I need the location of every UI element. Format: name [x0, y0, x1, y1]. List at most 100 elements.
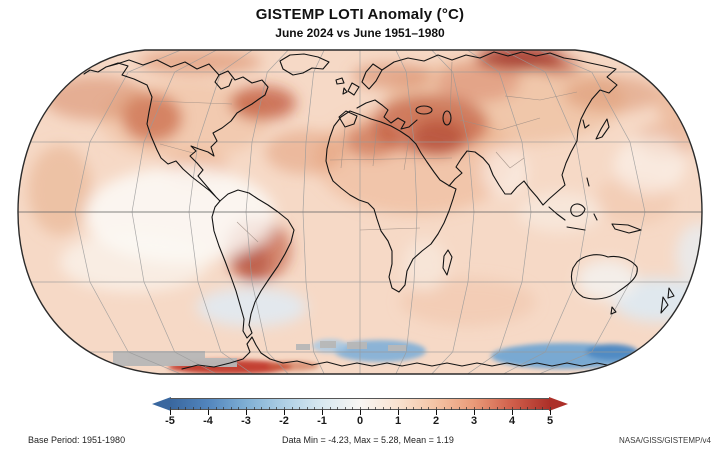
- colorbar-minor-tick: [329, 407, 331, 410]
- greenland-coast: [279, 53, 330, 76]
- java: [566, 226, 586, 231]
- colorbar-minor-tick: [246, 407, 247, 410]
- colorbar-major-tick: [398, 410, 399, 415]
- colorbar-minor-tick: [367, 407, 369, 410]
- colorbar-major-tick: [474, 410, 475, 415]
- colorbar-minor-tick: [382, 407, 384, 410]
- tasmania: [610, 306, 617, 315]
- country-borders: [151, 61, 578, 243]
- colorbar-minor-tick: [299, 407, 301, 410]
- black-sea: [415, 105, 433, 115]
- colorbar-minor-tick: [527, 407, 529, 410]
- colorbar-major-tick: [550, 410, 551, 415]
- alaska-tail: [83, 66, 107, 75]
- colorbar-major-tick: [322, 410, 323, 415]
- colorbar-minor-tick: [436, 407, 437, 410]
- colorbar-tick-label: -3: [241, 415, 251, 427]
- colorbar-minor-tick: [550, 407, 551, 410]
- colorbar-minor-tick: [261, 407, 263, 410]
- colorbar-minor-tick: [238, 407, 240, 410]
- colorbar-minor-tick: [534, 407, 536, 410]
- colorbar-minor-tick: [428, 407, 430, 410]
- colorbar-minor-tick: [352, 407, 354, 410]
- colorbar-tick-label: 0: [356, 415, 364, 427]
- colorbar-minor-tick: [185, 407, 187, 410]
- colorbar-minor-tick: [466, 407, 468, 410]
- colorbar-minor-tick: [284, 407, 285, 410]
- coastlines: [83, 51, 675, 370]
- hudson-bay: [214, 74, 233, 90]
- colorbar-tick-label: -1: [317, 415, 327, 427]
- colorbar-tick-label: 5: [546, 415, 554, 427]
- colorbar-minor-tick: [375, 407, 377, 410]
- chart-subtitle: June 2024 vs June 1951–1980: [275, 26, 445, 40]
- borneo: [570, 203, 586, 217]
- colorbar-minor-tick: [458, 407, 460, 410]
- colorbar-major-tick: [208, 410, 209, 415]
- colorbar-right-arrow-icon: [549, 397, 568, 411]
- colorbar-minor-tick: [398, 407, 399, 410]
- africa-coast: [325, 110, 457, 293]
- colorbar-left-arrow-icon: [152, 397, 171, 411]
- colorbar-minor-tick: [360, 407, 361, 410]
- colorbar-minor-tick: [481, 407, 483, 410]
- iceland: [335, 77, 345, 85]
- philippines: [586, 177, 590, 187]
- colorbar-minor-tick: [405, 407, 407, 410]
- japan: [595, 118, 610, 140]
- colorbar-minor-tick: [413, 407, 415, 410]
- colorbar-minor-tick: [504, 407, 506, 410]
- korea: [582, 119, 590, 129]
- sumatra: [548, 206, 566, 221]
- colorbar-minor-tick: [322, 407, 323, 410]
- colorbar-tick-label: -5: [165, 415, 175, 427]
- colorbar-minor-tick: [451, 407, 453, 410]
- colorbar-major-tick: [284, 410, 285, 415]
- colorbar-minor-tick: [542, 407, 544, 410]
- colorbar-minor-tick: [208, 407, 209, 410]
- mediterranean-coast: [356, 99, 418, 130]
- colorbar-minor-tick: [268, 407, 270, 410]
- no-data-patches: [113, 341, 406, 367]
- colorbar-tick-label: -2: [279, 415, 289, 427]
- antarctica-coast: [181, 336, 661, 370]
- colorbar-tick-label: 1: [394, 415, 402, 427]
- british-isles: [342, 82, 360, 96]
- colorbar-minor-tick: [306, 407, 308, 410]
- map-outline: [17, 49, 703, 375]
- colorbar-minor-tick: [177, 407, 179, 410]
- colorbar-tick-label: -4: [203, 415, 213, 427]
- caspian-sea: [442, 110, 452, 126]
- colorbar-minor-tick: [200, 407, 202, 410]
- colorbar-major-tick: [170, 410, 171, 415]
- south-america-coast: [211, 189, 295, 339]
- colorbar-minor-tick: [291, 407, 293, 410]
- colorbar-minor-tick: [512, 407, 513, 410]
- colorbar-tick-label: 2: [432, 415, 440, 427]
- sulawesi: [593, 213, 598, 221]
- colorbar: -5 -4 -3 -2 -1 0 1 2 3 4 5: [152, 397, 568, 432]
- new-guinea: [611, 223, 642, 234]
- scandinavia: [361, 63, 383, 90]
- data-stats-label: Data Min = -4.23, Max = 5.28, Mean = 1.1…: [282, 435, 454, 445]
- colorbar-minor-tick: [489, 407, 491, 410]
- colorbar-minor-tick: [253, 407, 255, 410]
- iberia: [338, 110, 358, 128]
- colorbar-major-tick: [436, 410, 437, 415]
- colorbar-minor-tick: [314, 407, 316, 410]
- colorbar-minor-tick: [170, 407, 171, 410]
- colorbar-minor-tick: [519, 407, 521, 410]
- colorbar-tick-label: 4: [508, 415, 516, 427]
- colorbar-major-tick: [512, 410, 513, 415]
- colorbar-minor-tick: [443, 407, 445, 410]
- colorbar-minor-tick: [276, 407, 278, 410]
- chart-title: GISTEMP LOTI Anomaly (°C): [255, 6, 465, 23]
- graticule-grid: [18, 50, 702, 374]
- north-america-coast: [105, 59, 269, 202]
- colorbar-minor-tick: [344, 407, 346, 410]
- colorbar-minor-tick: [390, 407, 392, 410]
- colorbar-tick-label: 3: [470, 415, 478, 427]
- colorbar-major-tick: [246, 410, 247, 415]
